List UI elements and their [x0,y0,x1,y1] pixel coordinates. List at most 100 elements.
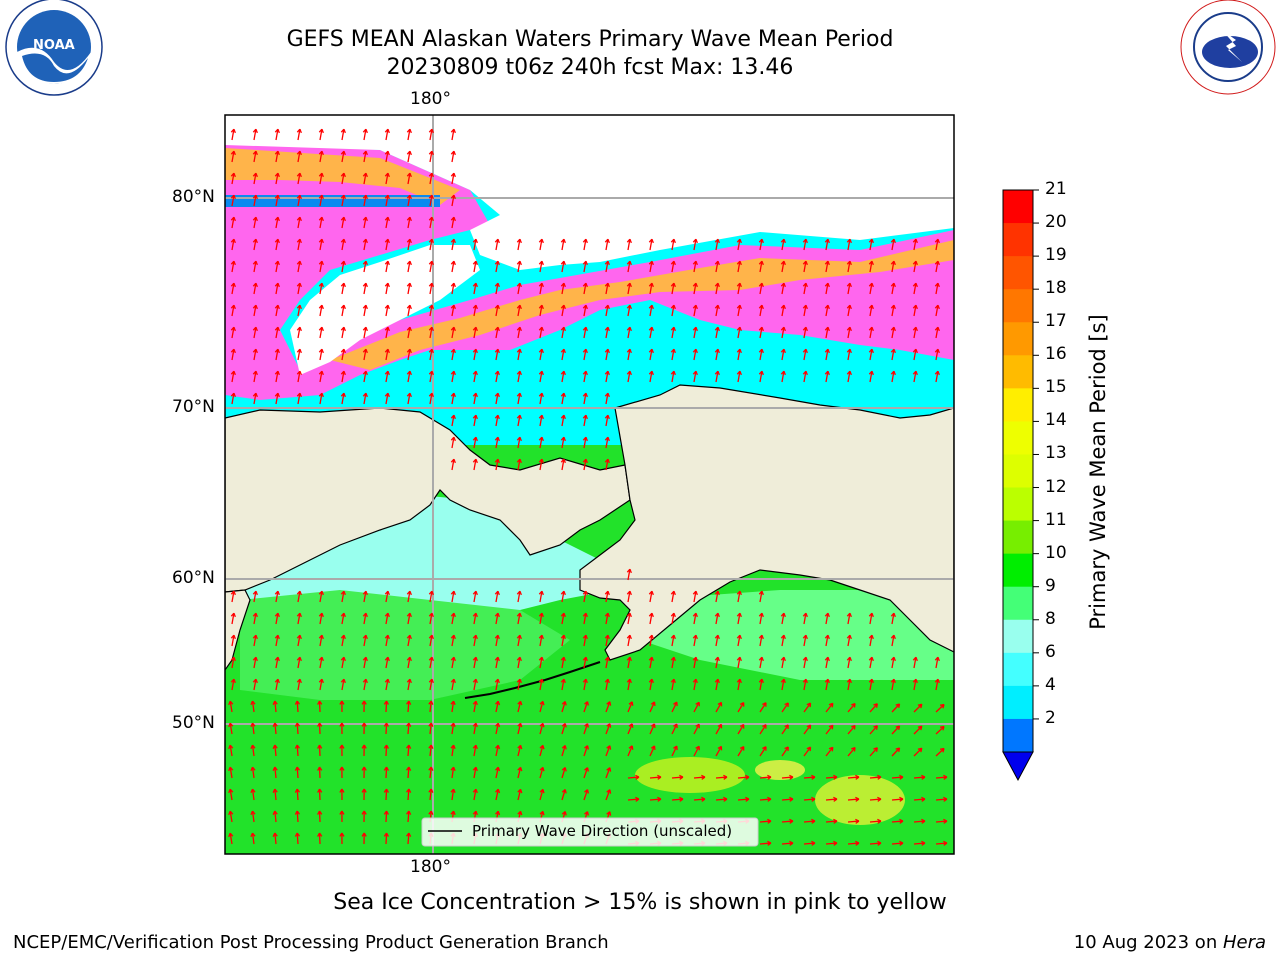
wave-arrow-head [899,840,904,846]
wave-arrow [341,129,345,141]
wave-arrow [803,635,807,647]
wave-arrow-head [450,788,456,794]
wave-arrow [429,766,432,779]
wave-arrow-head [406,656,412,662]
wave-arrow [517,371,521,383]
wave-arrow [319,261,323,273]
wave-arrow-head [824,370,830,376]
wave-arrow [759,635,763,647]
wave-arrow-head [802,612,808,618]
wave-arrow [451,591,455,603]
wave-arrow-head [934,326,940,332]
wave-arrow-head [736,326,742,332]
wave-arrow [341,195,345,207]
wave-arrow-head [294,832,301,837]
wave-arrow-head [516,590,522,596]
wave-arrow [649,591,653,603]
map-fields [225,115,954,854]
wave-arrow-head [584,701,590,706]
wave-arrow [539,789,544,801]
wave-arrow [319,679,323,691]
wave-arrow [274,744,277,757]
wave-arrow [935,776,948,779]
wave-arrow-head [802,634,808,640]
wave-arrow-head [824,282,830,288]
lat-label-50: 50°N [172,713,215,733]
wave-arrow-head [780,656,786,662]
wave-arrow-head [274,348,280,354]
wave-arrow [231,129,235,141]
wave-arrow-head [604,238,610,244]
wave-arrow [319,305,323,317]
wave-arrow-head [868,612,874,618]
wave-arrow [253,239,257,251]
wave-arrow-head [917,703,923,709]
wave-arrow [803,657,807,669]
wave-arrow-head [943,774,948,780]
wave-arrow-head [780,612,786,618]
wave-arrow-head [406,810,412,815]
colorbar-segment [1003,322,1033,356]
wave-arrow [715,776,728,779]
wave-arrow [363,591,367,603]
wave-arrow-head [912,348,918,354]
wave-arrow-head [428,128,434,134]
wave-arrow [781,702,789,713]
wave-arrow [649,239,653,251]
wave-arrow [671,723,678,735]
wave-arrow-head [626,304,632,310]
wave-arrow-head [648,590,654,596]
wave-arrow-head [428,172,434,178]
wave-arrow-head [745,774,750,780]
wave-arrow [627,657,631,669]
wave-arrow [473,635,477,647]
wave-arrow [781,820,794,823]
wave-arrow-head [318,304,324,310]
wave-arrow [803,283,807,295]
wave-arrow-head [340,150,346,156]
wave-arrow [759,776,772,779]
wave-arrow-head [833,818,838,824]
wave-arrow-head [538,348,544,354]
wave-arrow-head [538,436,544,442]
wave-arrow-head [494,458,500,464]
wave-arrow-head [318,634,324,640]
wave-arrow-head [780,326,786,332]
wave-arrow [539,679,543,691]
wave-arrow-head [361,788,367,793]
wave-arrow-head [406,216,412,222]
colorbar-frame [1002,189,1034,753]
wave-arrow-head [873,725,878,730]
wave-arrow [407,371,411,383]
wave-arrow-head [383,722,390,727]
wave-arrow [451,657,455,669]
colorbar-tick-label: 10 [1045,542,1067,563]
wave-arrow [605,283,609,295]
wave-arrow-head [274,150,280,156]
wave-arrow [539,613,543,625]
wave-arrow [231,657,235,669]
wave-arrow-head [846,348,852,354]
wave-arrow [539,327,543,339]
wave-arrow [385,239,389,251]
wave-arrow-head [582,282,588,288]
wave-arrow [517,261,521,273]
wave-arrow [407,766,410,779]
wave-arrow-head [406,766,412,771]
wave-arrow-head [428,744,434,749]
wave-arrow [407,151,411,163]
wave-arrow-head [340,304,346,310]
wave-arrow-head [362,326,368,332]
colorbar-tick-label: 6 [1045,641,1056,662]
wave-arrow-head [517,766,523,772]
wave-arrow [737,261,741,273]
wave-arrow [473,415,477,427]
wave-arrow [759,327,763,339]
wave-arrow [913,261,917,273]
wave-arrow-head [252,370,258,376]
wave-arrow-head [692,612,698,618]
wave-arrow-head [296,194,302,200]
wave-arrow [341,217,345,229]
wave-arrow [561,745,566,757]
wave-arrow-head [494,678,500,684]
